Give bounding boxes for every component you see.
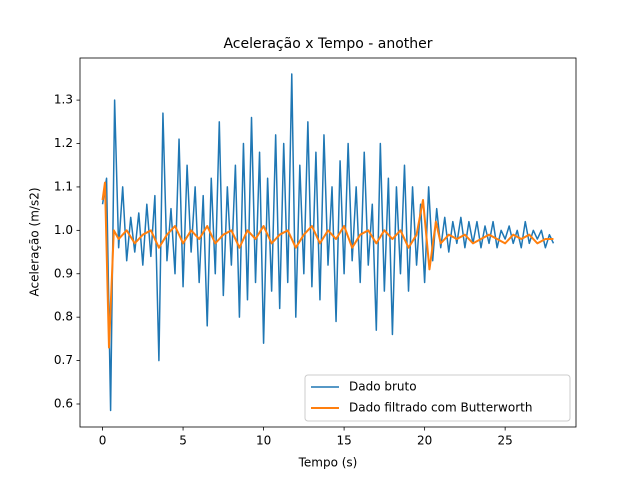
y-tick-label: 0.9: [54, 266, 73, 280]
legend-box: [304, 374, 571, 422]
plot-frame: [79, 57, 577, 428]
y-tick-label: 0.8: [54, 310, 73, 324]
y-axis-label: Aceleração (m/s2): [28, 187, 42, 296]
legend-label: Dado bruto: [349, 380, 417, 394]
y-tick-label: 1.3: [54, 93, 73, 107]
x-tick-label: 25: [498, 434, 513, 448]
x-tick-label: 15: [336, 434, 351, 448]
x-tick-label: 0: [99, 434, 107, 448]
data-line: [101, 181, 554, 349]
y-tick-label: 1.1: [54, 179, 73, 193]
y-tick-label: 1.2: [54, 136, 73, 150]
y-tick-label: 0.6: [54, 396, 73, 410]
x-tick-label: 20: [417, 434, 432, 448]
y-tick-label: 1.0: [54, 223, 73, 237]
x-axis-label: Tempo (s): [298, 456, 358, 470]
x-tick-label: 10: [256, 434, 271, 448]
y-tick-label: 0.7: [54, 353, 73, 367]
data-line: [101, 73, 555, 412]
legend-label: Dado filtrado com Butterworth: [349, 401, 532, 415]
x-tick-label: 5: [179, 434, 187, 448]
chart-title: Aceleração x Tempo - another: [223, 36, 432, 52]
